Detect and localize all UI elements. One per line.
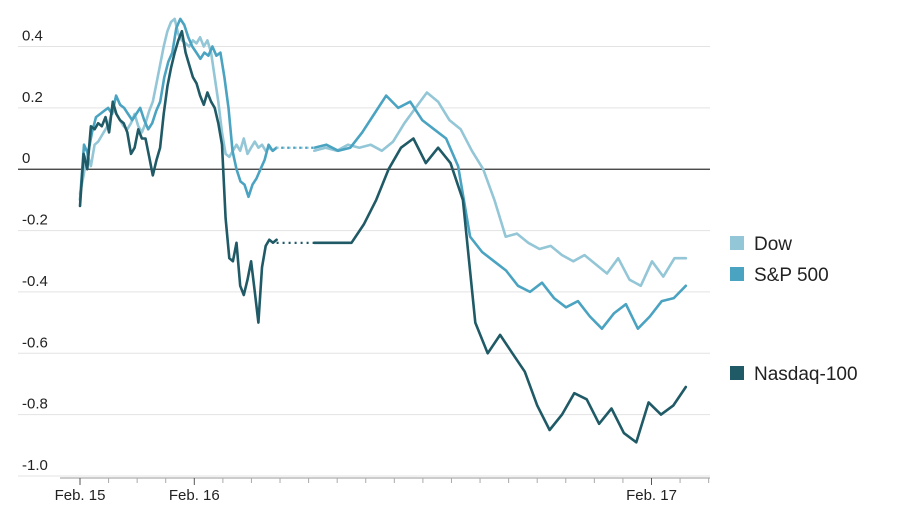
y-tick-label: 0 <box>22 150 30 167</box>
y-tick-label: -0.4 <box>22 273 48 290</box>
legend-swatch <box>730 236 744 250</box>
legend-swatch <box>730 366 744 380</box>
series-line-s-p-500 <box>312 94 688 331</box>
series-line-nasdaq-100 <box>312 137 688 444</box>
series-line-nasdaq-100 <box>78 29 278 324</box>
x-tick-label: Feb. 17 <box>626 487 677 504</box>
legend: Dow S&P 500 Nasdaq-100 <box>730 234 858 385</box>
legend-label: S&P 500 <box>754 265 829 286</box>
legend-label: Nasdaq-100 <box>754 364 858 385</box>
legend-label: Dow <box>754 234 792 255</box>
legend-swatch <box>730 267 744 281</box>
series-line-dow <box>312 91 688 288</box>
y-tick-label: -0.8 <box>22 396 48 413</box>
y-tick-label: -0.2 <box>22 212 48 229</box>
y-axis: 0.4 0.2 0 -0.2 -0.4 -0.6 -0.8 -1.0 <box>22 28 48 475</box>
y-tick-label: 0.2 <box>22 89 43 106</box>
grid-lines <box>18 46 710 477</box>
x-tick-label: Feb. 16 <box>169 487 220 504</box>
y-tick-label: 0.4 <box>22 28 43 45</box>
series-line-dow <box>78 17 278 196</box>
x-axis-ticks: Feb. 15 Feb. 16 Feb. 17 <box>55 478 710 504</box>
y-tick-label: -0.6 <box>22 334 48 351</box>
series-lines <box>78 17 688 444</box>
y-tick-label: -1.0 <box>22 457 48 474</box>
x-tick-label: Feb. 15 <box>55 487 106 504</box>
